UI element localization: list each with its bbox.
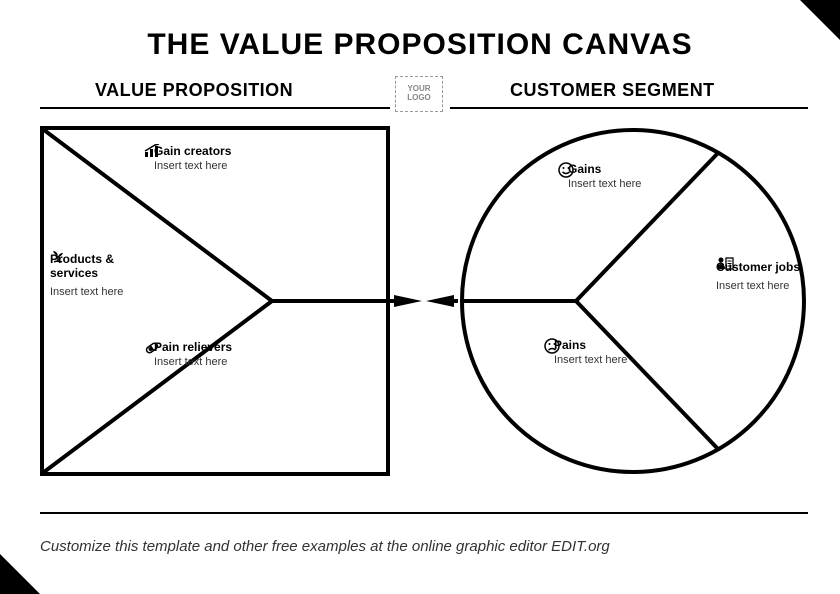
connector-arrows	[388, 294, 460, 308]
pains-placeholder: Insert text here	[554, 354, 627, 366]
pain-relievers-label: Pain relievers	[154, 340, 232, 354]
value-proposition-square: Gain creators Insert text here Products …	[40, 126, 390, 476]
cell-pain-relievers[interactable]: Pain relievers Insert text here	[144, 340, 232, 368]
divider-bottom	[40, 512, 808, 514]
divider-top-left	[40, 107, 390, 109]
gain-creators-placeholder: Insert text here	[154, 160, 231, 172]
logo-placeholder-text: YOUR LOGO	[396, 85, 442, 103]
cell-gain-creators[interactable]: Gain creators Insert text here	[144, 144, 231, 172]
main-title: THE VALUE PROPOSITION CANVAS	[0, 28, 840, 62]
pain-relievers-placeholder: Insert text here	[154, 356, 232, 368]
gains-placeholder: Insert text here	[568, 178, 641, 190]
logo-placeholder[interactable]: YOUR LOGO	[395, 76, 443, 112]
cell-products-services[interactable]: Products & services Insert text here	[50, 248, 145, 298]
products-services-placeholder: Insert text here	[50, 286, 145, 298]
pains-label: Pains	[554, 338, 627, 352]
cell-pains[interactable]: Pains Insert text here	[544, 338, 627, 366]
cell-gains[interactable]: Gains Insert text here	[558, 162, 641, 190]
gains-label: Gains	[568, 162, 641, 176]
heading-customer-segment: CUSTOMER SEGMENT	[510, 80, 715, 101]
square-dividers	[44, 130, 386, 472]
heading-value-proposition: VALUE PROPOSITION	[95, 80, 293, 101]
customer-jobs-placeholder: Insert text here	[716, 280, 801, 292]
gain-creators-label: Gain creators	[154, 144, 231, 158]
corner-triangle-bottom-left	[0, 554, 40, 594]
customer-segment-circle: Gains Insert text here Customer jobs Ins…	[458, 126, 808, 476]
cell-customer-jobs[interactable]: Customer jobs Insert text here	[716, 256, 801, 292]
divider-top-right	[450, 107, 808, 109]
footer-text: Customize this template and other free e…	[40, 538, 808, 555]
